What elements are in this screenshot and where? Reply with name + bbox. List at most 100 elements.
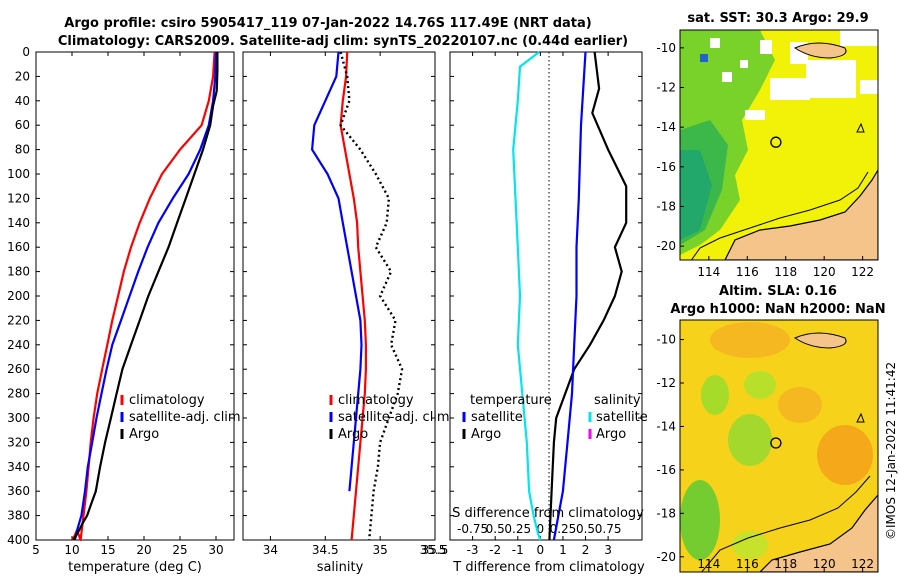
- x-tick-label: 0: [537, 543, 545, 557]
- x-tick-label: 1: [559, 543, 567, 557]
- difference-axes-frame: [449, 51, 643, 541]
- series-line-argo: [72, 52, 219, 541]
- sla-low-anomaly: [701, 375, 729, 415]
- y-tick-label: 120: [7, 191, 30, 205]
- y-tick-label: 80: [15, 143, 30, 157]
- x-tick-label: -2: [489, 543, 501, 557]
- legend-salinity-title: salinity: [594, 393, 641, 408]
- sla-low-anomaly: [744, 371, 776, 399]
- y-tick-label: 200: [7, 289, 30, 303]
- s-diff-tick-label: 0.25: [504, 522, 531, 536]
- legend-climatology-label: climatology: [129, 393, 205, 408]
- y-tick-label: 400: [7, 533, 30, 547]
- s-diff-tick-label: 0: [537, 522, 545, 536]
- sla-low-anomaly: [680, 480, 720, 560]
- sla-reef-marker: [856, 412, 865, 423]
- map-y-tick-label: -14: [656, 419, 676, 433]
- x-tick-label: 34.5: [312, 543, 339, 557]
- sla-coastline-land: [759, 494, 878, 572]
- sla-map-frame: [679, 319, 879, 573]
- map-y-tick-label: -20: [656, 550, 676, 564]
- sst-cloud-gap: [806, 60, 856, 98]
- map-x-tick-label: 118: [774, 265, 797, 279]
- map-x-tick-label: 116: [736, 265, 759, 279]
- y-tick-label: 0: [22, 45, 30, 59]
- x-tick-label: 35: [373, 543, 388, 557]
- s-diff-tick-label: 0.5: [486, 522, 505, 536]
- s-diff-tick-label: -0.75: [457, 522, 488, 536]
- legend-satellite-label: satellite-adj. clim: [338, 410, 450, 425]
- sst-cloud-gap: [860, 80, 878, 94]
- map-y-tick-label: -14: [656, 120, 676, 134]
- sst-cold-pixel: [700, 54, 708, 62]
- map-y-tick-label: -10: [656, 41, 676, 55]
- salinity-axes-frame: [242, 51, 436, 541]
- sla-high-anomaly: [778, 387, 822, 423]
- y-tick-label: 20: [15, 69, 30, 83]
- sla-high-anomaly: [817, 425, 873, 485]
- temperature-panel: 0 20 40 60 80 100 120 140 160 180 200 220 240 260 280 3…: [7, 45, 241, 575]
- sst-cloud-gap: [760, 40, 772, 54]
- series-line-satellite-adj-clim: [311, 51, 363, 492]
- sst-map-panel: 114 116 118 120 122 -10 -12 -14 -16 -18 -20: [656, 29, 879, 279]
- y-tick-label: 100: [7, 167, 30, 181]
- sla-high-anomaly: [710, 322, 790, 358]
- sst-map-title: sat. SST: 30.3 Argo: 29.9: [687, 11, 868, 26]
- sst-cloud-gap: [722, 72, 732, 82]
- legend-s-argo-label: Argo: [596, 427, 626, 442]
- legend-t-argo-label: Argo: [471, 427, 501, 442]
- imos-watermark: ©IMOS 12-Jan-2022 11:41:42: [884, 362, 898, 540]
- x-tick-label: 25: [172, 543, 187, 557]
- x-tick-label: 3: [604, 543, 612, 557]
- s-diff-tick-label: 0.25: [550, 522, 577, 536]
- legend-satellite-label: satellite-adj. clim: [129, 410, 241, 425]
- y-tick-label: 40: [15, 94, 30, 108]
- x-tick-label: -3: [467, 543, 479, 557]
- map-y-tick-label: -12: [656, 376, 676, 390]
- legend-argo-label: Argo: [129, 427, 159, 442]
- y-tick-label: 140: [7, 216, 30, 230]
- y-tick-label: 280: [7, 387, 30, 401]
- s-diff-tick-label: 0.75: [595, 522, 622, 536]
- temperature-legend: climatology satellite-adj. clim Argo: [120, 393, 241, 442]
- t-difference-x-label: T difference from climatology: [452, 560, 645, 575]
- x-tick-label: 20: [136, 543, 151, 557]
- map-x-tick-label: 114: [697, 265, 720, 279]
- map-y-tick-label: -10: [656, 333, 676, 347]
- sla-bathymetry-contour: [701, 475, 871, 572]
- salinity-panel: 34 34.5 35 35.535.5 climatology satellite-a…: [242, 51, 450, 575]
- sla-low-anomaly: [728, 414, 772, 466]
- sla-map-title-line-1: Altim. SLA: 0.16: [719, 284, 837, 299]
- sst-reef-marker: [856, 122, 865, 133]
- x-tick-label: 15: [100, 543, 115, 557]
- x-tick-label: 5: [32, 543, 40, 557]
- sla-low-anomaly: [732, 531, 768, 559]
- y-tick-label: 240: [7, 338, 30, 352]
- map-x-tick-label: 120: [813, 557, 836, 571]
- map-y-tick-label: -18: [656, 199, 676, 213]
- sla-map-panel: 114 116 118 120 122 -10 -12 -14 -16 -18 -20: [656, 319, 879, 573]
- legend-s-satellite-label: satellite: [596, 410, 648, 425]
- map-x-tick-label: 114: [697, 557, 720, 571]
- sst-cloud-gap: [745, 110, 765, 120]
- map-y-tick-label: -18: [656, 506, 676, 520]
- x-tick-label: 35.5: [420, 543, 447, 557]
- map-x-tick-label: 116: [736, 557, 759, 571]
- series-line-climatology: [339, 51, 367, 541]
- map-x-tick-label: 122: [851, 265, 874, 279]
- y-tick-label: 340: [7, 460, 30, 474]
- s-diff-tick-label: 0.5: [576, 522, 595, 536]
- map-y-tick-label: -12: [656, 81, 676, 95]
- y-tick-label: 220: [7, 313, 30, 327]
- sst-argo-location-marker: [770, 136, 782, 148]
- y-tick-label: 160: [7, 240, 30, 254]
- s-difference-top-label: S difference from climatology: [452, 506, 644, 521]
- x-tick-label: -1: [512, 543, 524, 557]
- sst-cloud-gap: [740, 60, 748, 68]
- sst-map-frame: [679, 29, 879, 261]
- map-y-tick-label: -20: [656, 239, 676, 253]
- legend-climatology-label: climatology: [338, 393, 414, 408]
- series-line-climatology: [71, 51, 216, 542]
- salinity-legend: climatology satellite-adj. clim Argo: [329, 393, 450, 442]
